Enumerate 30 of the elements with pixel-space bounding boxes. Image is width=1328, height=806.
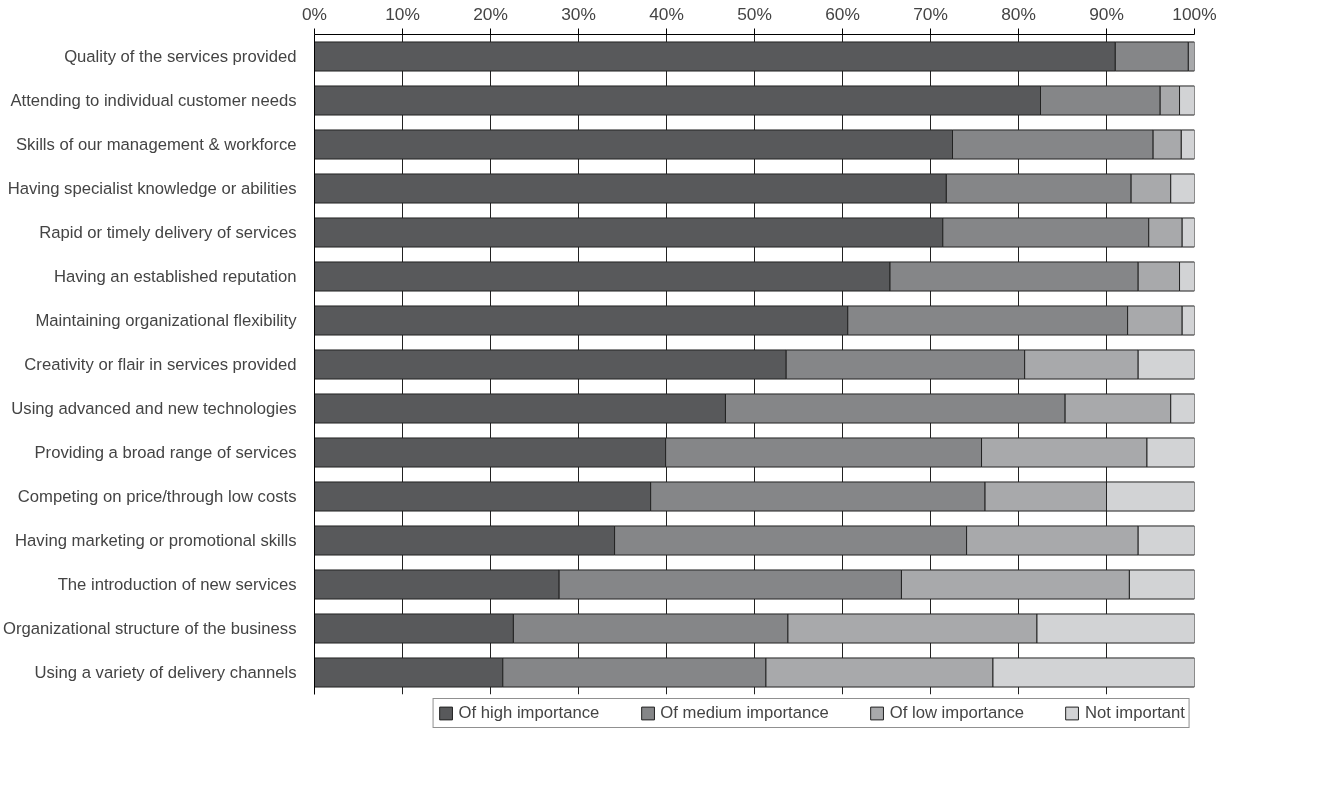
- x-tick-label: 0%: [301, 3, 328, 24]
- y-tick-label: Having specialist knowledge or abilities: [7, 179, 297, 198]
- legend-label: Of high importance: [458, 703, 600, 723]
- x-tick-label: 80%: [1001, 3, 1036, 24]
- legend-label: Of low importance: [889, 703, 1025, 723]
- x-tick-label: 10%: [385, 3, 420, 24]
- x-tick-label: 90%: [1089, 3, 1124, 24]
- x-tick-label: 100%: [1172, 3, 1217, 24]
- legend-label: Not important: [1085, 703, 1185, 723]
- y-tick-label: Competing on price/through low costs: [17, 487, 297, 506]
- y-tick-label: Quality of the services provided: [64, 47, 297, 66]
- y-tick-label: Having marketing or promotional skills: [15, 531, 297, 550]
- x-tick-label: 70%: [913, 3, 948, 24]
- y-tick-label: Using a variety of delivery channels: [34, 663, 297, 682]
- y-tick-label: Attending to individual customer needs: [10, 91, 297, 110]
- y-tick-label: Organizational structure of the business: [3, 619, 297, 638]
- y-tick-label: Using advanced and new technologies: [11, 399, 297, 418]
- x-tick-label: 20%: [473, 3, 508, 24]
- x-tick-label: 60%: [825, 3, 860, 24]
- y-tick-label: Rapid or timely delivery of services: [39, 223, 297, 242]
- x-tick-label: 40%: [649, 3, 684, 24]
- y-tick-label: Providing a broad range of services: [34, 443, 297, 462]
- x-tick-label: 50%: [737, 3, 772, 24]
- y-tick-label: The introduction of new services: [57, 575, 297, 594]
- y-tick-label: Skills of our management & workforce: [16, 135, 297, 154]
- y-tick-label: Maintaining organizational flexibility: [35, 311, 298, 330]
- legend-label: Of medium importance: [660, 703, 829, 723]
- y-tick-label: Creativity or flair in services provided: [24, 355, 297, 374]
- x-tick-label: 30%: [561, 3, 596, 24]
- y-tick-label: Having an established reputation: [53, 267, 297, 286]
